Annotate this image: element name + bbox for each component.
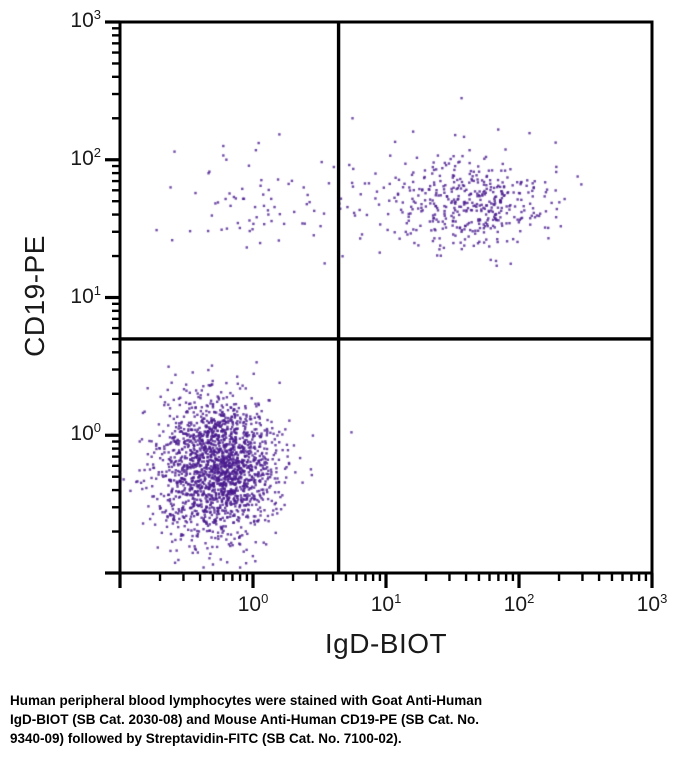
y-tick-label-10e3: 103 [70, 7, 101, 32]
x-tick-label-10e1: 101 [370, 591, 402, 616]
figure-caption: Human peripheral blood lymphocytes were … [10, 691, 672, 748]
caption-line: Human peripheral blood lymphocytes were … [10, 693, 483, 708]
x-tick-label-10e0: 100 [237, 591, 269, 616]
y-tick-label-10e2: 102 [70, 144, 101, 170]
y-tick-label-10e1: 101 [70, 282, 101, 308]
caption-line: IgD-BIOT (SB Cat. 2030-08) and Mouse Ant… [10, 712, 480, 727]
caption-line: 9340-09) followed by Streptavidin-FITC (… [10, 731, 402, 746]
plot-border [118, 20, 654, 575]
x-axis-title: IgD-BIOT [324, 628, 448, 659]
y-tick-label-10e0: 100 [70, 420, 101, 446]
x-tick-label-10e2: 102 [503, 591, 535, 616]
x-tick-label-10e3: 103 [636, 591, 668, 616]
